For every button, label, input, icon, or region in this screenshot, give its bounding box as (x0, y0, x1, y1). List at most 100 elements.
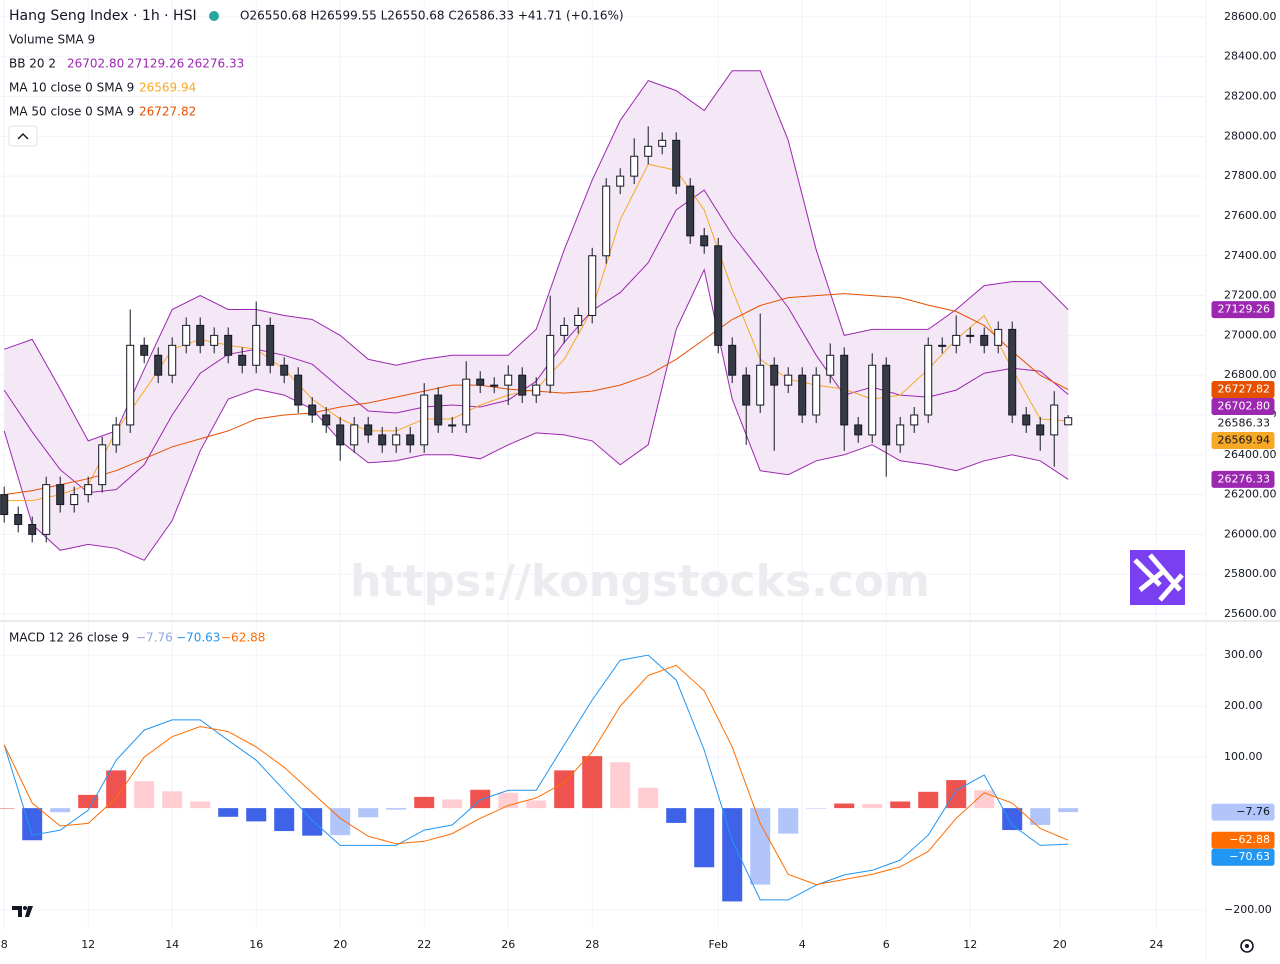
y-tick-label: 27600.00 (1224, 209, 1277, 222)
histogram-bar (106, 770, 127, 809)
candle-body (700, 235, 709, 247)
histogram-bar (162, 791, 183, 809)
candle-body (126, 344, 135, 426)
logo-strokes (1133, 553, 1184, 602)
histogram-bar (610, 762, 631, 809)
candle-body (756, 364, 765, 406)
histogram-bar (638, 787, 659, 809)
histogram-bar (582, 756, 603, 809)
candle-body (196, 324, 205, 346)
candle-body (728, 344, 737, 376)
y-tick-label: 28400.00 (1224, 50, 1277, 63)
y-tick-label: −200.00 (1224, 903, 1272, 916)
candle-body (602, 185, 611, 257)
axis-badge-label: −70.63 (1229, 850, 1270, 863)
candle-body (966, 334, 975, 337)
axis-badge (1211, 432, 1275, 450)
candle-body (588, 255, 597, 316)
candle-body (742, 374, 751, 406)
y-tick-label: 25600.00 (1224, 607, 1277, 620)
axis-badge-label: 26727.82 (1218, 383, 1271, 396)
gear-hub[interactable] (1245, 944, 1249, 948)
legend-value: −70.63 (176, 631, 220, 645)
legend-value: 26702.80 (67, 57, 124, 71)
y-tick-label: 26000.00 (1224, 527, 1277, 540)
gear-ring[interactable] (1240, 939, 1254, 953)
logo-t[interactable] (12, 906, 22, 917)
candle-body (462, 378, 471, 426)
candle-body (1036, 424, 1045, 436)
y-tick-label: 28200.00 (1224, 90, 1277, 103)
candle-body (672, 139, 681, 187)
x-tick-label: Feb (708, 938, 727, 951)
axis-badge (1211, 803, 1275, 821)
histogram-bar (778, 808, 799, 834)
axis-badge (1211, 301, 1275, 319)
candle-body (784, 374, 793, 386)
x-tick-label: 20 (1053, 938, 1067, 951)
candle-body (560, 324, 569, 336)
y-tick-label: 27000.00 (1224, 328, 1277, 341)
collapse-button[interactable] (8, 125, 38, 147)
tradingview-logo[interactable] (12, 906, 33, 917)
y-tick-label: 26200.00 (1224, 488, 1277, 501)
candle-body (14, 514, 23, 525)
axis-badges: 27129.26 26727.82 26702.80 26586.33 26569.94… (1211, 301, 1275, 866)
candle-body (476, 378, 485, 386)
legend-value: −7.76 (136, 631, 173, 645)
candle-body (434, 394, 443, 426)
candle-body (56, 484, 65, 506)
histogram-bar (526, 800, 547, 809)
candle-body (868, 364, 877, 436)
candle-body (882, 364, 891, 446)
y-tick-label: 25800.00 (1224, 567, 1277, 580)
candle-body (294, 374, 303, 406)
candle-body (392, 434, 401, 446)
candle-body (910, 414, 919, 426)
candle-body (994, 328, 1003, 346)
candle-body (938, 344, 947, 347)
y-tick-label: 27200.00 (1224, 289, 1277, 302)
axis-badge (1211, 848, 1275, 866)
candle-body (686, 185, 695, 237)
candle-body (378, 434, 387, 446)
y-tick-label: 27400.00 (1224, 249, 1277, 262)
legend-volume: Volume SMA 9 (9, 33, 95, 47)
y-tick-label: 27800.00 (1224, 169, 1277, 182)
candle-body (350, 424, 359, 446)
candle-body (616, 175, 625, 187)
brand-logo (1130, 550, 1185, 605)
x-tick-label: 20 (333, 938, 347, 951)
settings-button[interactable] (1240, 939, 1254, 953)
logo-dot[interactable] (23, 906, 27, 910)
axis-badge-label: 26702.80 (1218, 400, 1271, 413)
histogram-bar (50, 808, 71, 813)
candle-body (238, 354, 247, 366)
logo-v[interactable] (25, 906, 33, 917)
histogram-bar (1002, 808, 1023, 831)
axis-badge-label: 26276.33 (1218, 472, 1271, 485)
plot-area (0, 70, 1079, 902)
candle-body (182, 324, 191, 346)
collapse-button-frame[interactable] (8, 125, 38, 147)
candle-body (364, 424, 373, 436)
ohlc-readout: O26550.68 H26599.55 L26550.68 C26586.33 … (240, 9, 624, 23)
collapse-chevron[interactable] (17, 133, 29, 140)
candle-body (770, 364, 779, 386)
x-tick-label: 8 (1, 938, 8, 951)
labels: Hang Seng Index · 1h · HSI O26550.68 H26… (1, 8, 1277, 951)
x-tick-label: 14 (165, 938, 179, 951)
macd-line (3, 654, 1069, 901)
histogram-bar (862, 804, 883, 809)
candle-body (714, 245, 723, 346)
axis-badge-label: −7.76 (1236, 805, 1270, 818)
histogram-bar (1058, 808, 1079, 813)
histogram-bar (0, 808, 15, 809)
candle-body (798, 374, 807, 416)
candle-body (0, 494, 9, 516)
candle-body (854, 424, 863, 436)
candle-body (266, 324, 275, 366)
histogram-bar (890, 801, 911, 809)
